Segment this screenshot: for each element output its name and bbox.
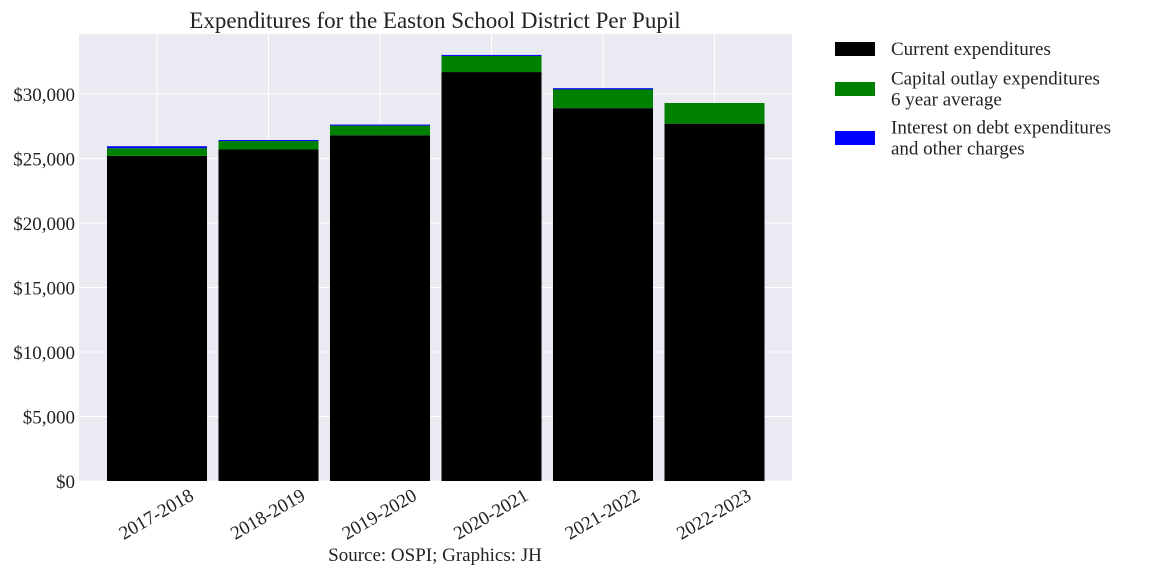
y-tick-label: $10,000 — [13, 343, 75, 364]
legend-swatch — [835, 82, 875, 96]
legend-swatch — [835, 131, 875, 145]
bar-segment-2022-2023-series-1 — [664, 103, 765, 124]
bar-segment-2020-2021-series-2 — [441, 54, 542, 56]
y-tick-label: $0 — [56, 472, 75, 493]
x-tick-label: 2018-2019 — [227, 485, 309, 544]
x-tick-labels: 2017-2018 2018-2019 2019-2020 2020-2021 2021… — [116, 485, 755, 544]
x-tick-label: 2021-2022 — [562, 485, 644, 544]
bar-segment-2018-2019-series-2 — [218, 140, 319, 142]
x-tick-label: 2020-2021 — [450, 485, 532, 544]
y-tick-label: $5,000 — [23, 407, 75, 428]
x-tick-label: 2022-2023 — [673, 485, 755, 544]
bar-segment-2018-2019-series-0 — [218, 149, 319, 482]
bar-segment-2020-2021-series-0 — [441, 72, 542, 481]
bar-segment-2021-2022-series-0 — [553, 108, 653, 481]
bar-segment-2022-2023-series-0 — [664, 123, 765, 481]
legend-label: 6 year average — [891, 90, 1002, 111]
y-tick-label: $20,000 — [13, 214, 75, 235]
y-tick-label: $30,000 — [13, 85, 75, 106]
bar-segment-2021-2022-series-1 — [553, 89, 653, 109]
legend-label: and other charges — [891, 139, 1025, 160]
x-tick-label: 2017-2018 — [116, 485, 198, 544]
legend-swatch — [835, 42, 875, 56]
bar-segment-2017-2018-series-0 — [107, 155, 207, 481]
y-tick-label: $15,000 — [13, 278, 75, 299]
bars — [107, 54, 765, 482]
legend-label: Capital outlay expenditures — [891, 69, 1100, 90]
bar-segment-2019-2020-series-1 — [330, 125, 430, 136]
bar-segment-2020-2021-series-1 — [441, 55, 542, 73]
bar-segment-2019-2020-series-0 — [330, 135, 430, 481]
bar-segment-2019-2020-series-2 — [330, 124, 430, 126]
chart-title: Expenditures for the Easton School Distr… — [189, 8, 680, 33]
x-tick-label: 2019-2020 — [339, 485, 421, 544]
bar-segment-2017-2018-series-2 — [107, 146, 207, 149]
legend: Current expenditures Capital outlay expen… — [835, 39, 1111, 160]
legend-label: Interest on debt expenditures — [891, 118, 1111, 139]
bar-segment-2017-2018-series-1 — [107, 148, 207, 156]
bar-segment-2021-2022-series-2 — [553, 88, 653, 90]
legend-label: Current expenditures — [891, 39, 1051, 60]
y-tick-labels: $0 $5,000 $10,000 $15,000 $20,000 $25,000 $30,… — [13, 85, 75, 493]
bar-segment-2018-2019-series-1 — [218, 141, 319, 150]
source-caption: Source: OSPI; Graphics: JH — [328, 545, 542, 566]
y-tick-label: $25,000 — [13, 149, 75, 170]
